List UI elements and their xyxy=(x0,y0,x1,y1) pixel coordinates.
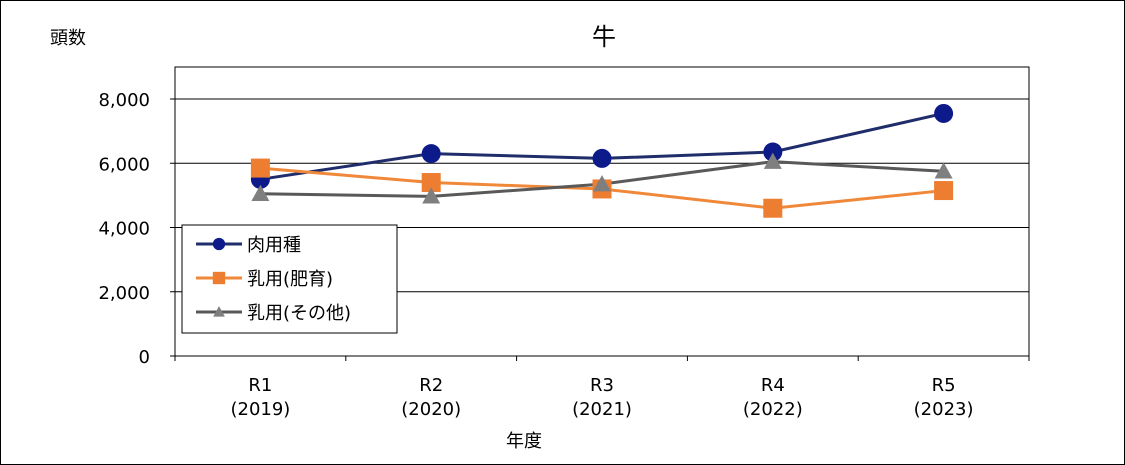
y-tick-label: 8,000 xyxy=(98,90,150,111)
x-tick-label-year: (2023) xyxy=(914,399,974,420)
series-2-point xyxy=(250,158,270,178)
series-1-point xyxy=(592,148,612,168)
series-2-point xyxy=(934,181,954,201)
x-tick-label: R1 xyxy=(248,375,272,396)
x-tick-label: R3 xyxy=(590,375,614,396)
x-tick-label-year: (2019) xyxy=(230,399,290,420)
y-tick-label: 6,000 xyxy=(98,154,150,175)
x-tick-label-year: (2021) xyxy=(572,399,632,420)
series-3-point xyxy=(763,152,782,169)
series-3-point xyxy=(251,184,270,201)
series-1-point xyxy=(763,142,783,162)
series-3-point xyxy=(422,187,441,204)
series-3-point xyxy=(934,162,953,179)
x-tick-label: R2 xyxy=(419,375,443,396)
series-3-point xyxy=(593,175,611,192)
x-tick-label-year: (2020) xyxy=(401,399,461,420)
series-2-point xyxy=(763,198,783,218)
legend-marker-2 xyxy=(212,271,226,285)
legend-marker-3 xyxy=(213,306,225,317)
chart-title: 牛 xyxy=(592,23,616,51)
y-tick-label: 0 xyxy=(139,347,150,368)
y-axis-label: 頭数 xyxy=(50,28,86,49)
legend-label-1: 肉用種 xyxy=(247,235,301,256)
x-tick-label: R4 xyxy=(761,375,785,396)
x-axis-label: 年度 xyxy=(506,431,542,452)
legend-label-2: 乳用(肥育) xyxy=(247,269,333,290)
x-tick-label-year: (2022) xyxy=(743,399,803,420)
series-1-point xyxy=(934,103,954,123)
series-2-point xyxy=(421,173,441,193)
legend-label-3: 乳用(その他) xyxy=(247,303,351,324)
y-tick-label: 4,000 xyxy=(98,219,150,240)
series-1-point xyxy=(421,144,441,164)
y-tick-label: 2,000 xyxy=(98,283,150,304)
legend-marker-1 xyxy=(212,237,226,251)
x-tick-label: R5 xyxy=(932,375,956,396)
